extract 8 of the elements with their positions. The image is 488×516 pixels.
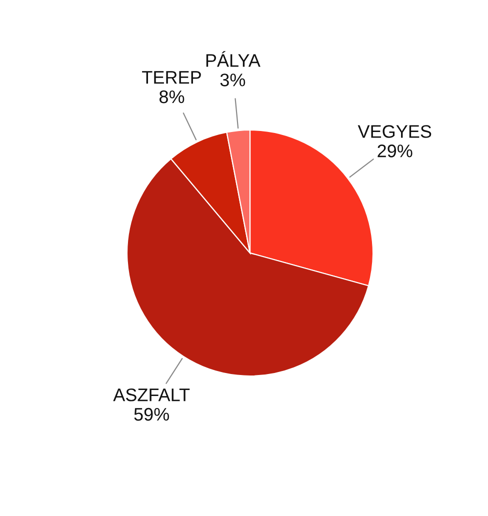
data-label: 59% <box>134 408 170 421</box>
data-label: 29% <box>378 144 412 158</box>
slice-label: TEREP <box>142 71 201 84</box>
slice-label: PÁLYA <box>206 51 260 67</box>
data-label: 8% <box>159 90 184 104</box>
slice-label: ASZFALT <box>113 388 190 402</box>
slice-label: VEGYES <box>358 125 432 138</box>
data-label: 3% <box>220 74 246 86</box>
